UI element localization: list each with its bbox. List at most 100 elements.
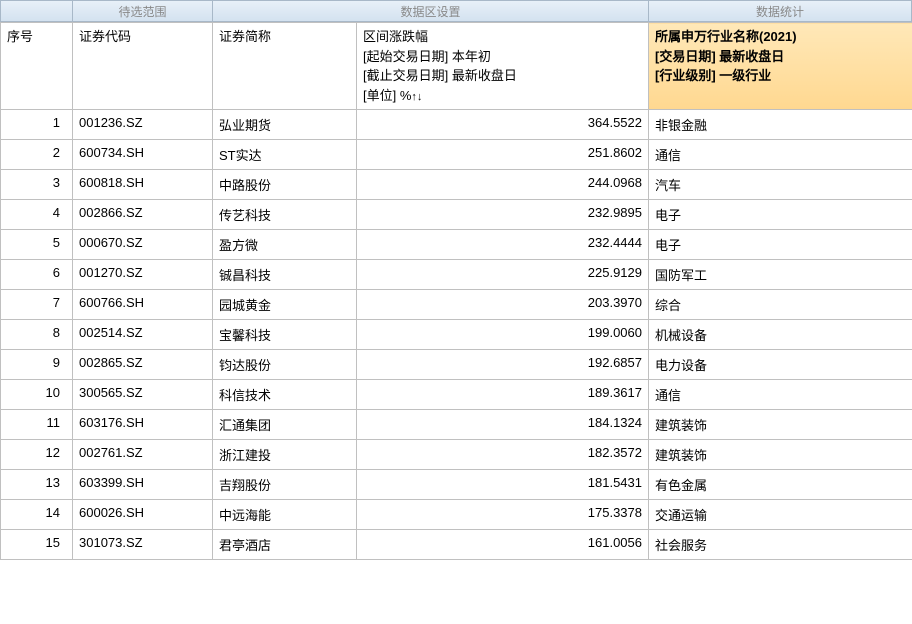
cell-code: 301073.SZ <box>73 530 213 560</box>
cell-industry: 机械设备 <box>649 320 912 350</box>
table-row[interactable]: 13603399.SH吉翔股份181.5431有色金属 <box>1 470 912 500</box>
cell-industry: 通信 <box>649 140 912 170</box>
cell-code: 603176.SH <box>73 410 213 440</box>
table-row[interactable]: 9002865.SZ钧达股份192.6857电力设备 <box>1 350 912 380</box>
table-row[interactable]: 11603176.SH汇通集团184.1324建筑装饰 <box>1 410 912 440</box>
cell-code: 002866.SZ <box>73 200 213 230</box>
header-code-label: 证券代码 <box>79 29 131 44</box>
cell-index: 8 <box>1 320 73 350</box>
cell-industry: 有色金属 <box>649 470 912 500</box>
cell-change: 364.5522 <box>357 110 649 140</box>
top-tab-label: 待选范围 <box>118 3 166 20</box>
cell-name: 中路股份 <box>213 170 357 200</box>
top-tab-label: 数据区设置 <box>400 3 460 20</box>
cell-index: 2 <box>1 140 73 170</box>
cell-change: 251.8602 <box>357 140 649 170</box>
cell-index: 3 <box>1 170 73 200</box>
header-index-label: 序号 <box>7 29 33 44</box>
table-row[interactable]: 15301073.SZ君亭酒店161.0056社会服务 <box>1 530 912 560</box>
cell-code: 603399.SH <box>73 470 213 500</box>
table-row[interactable]: 1001236.SZ弘业期货364.5522非银金融 <box>1 110 912 140</box>
cell-industry: 交通运输 <box>649 500 912 530</box>
cell-code: 000670.SZ <box>73 230 213 260</box>
cell-change: 181.5431 <box>357 470 649 500</box>
cell-code: 002865.SZ <box>73 350 213 380</box>
header-code[interactable]: 证券代码 <box>73 23 213 110</box>
header-industry-line2: [交易日期] 最新收盘日 <box>655 49 784 64</box>
cell-change: 175.3378 <box>357 500 649 530</box>
cell-code: 001270.SZ <box>73 260 213 290</box>
table-row[interactable]: 3600818.SH中路股份244.0968汽车 <box>1 170 912 200</box>
table-row[interactable]: 2600734.SHST实达251.8602通信 <box>1 140 912 170</box>
cell-index: 6 <box>1 260 73 290</box>
cell-name: ST实达 <box>213 140 357 170</box>
cell-change: 244.0968 <box>357 170 649 200</box>
table-row[interactable]: 8002514.SZ宝馨科技199.0060机械设备 <box>1 320 912 350</box>
header-industry-line1: 所属申万行业名称(2021) <box>655 29 797 44</box>
table-body: 1001236.SZ弘业期货364.5522非银金融2600734.SHST实达… <box>1 110 912 560</box>
cell-name: 浙江建投 <box>213 440 357 470</box>
cell-industry: 社会服务 <box>649 530 912 560</box>
sort-indicator-icon: ↑↓ <box>411 91 422 103</box>
table-row[interactable]: 12002761.SZ浙江建投182.3572建筑装饰 <box>1 440 912 470</box>
cell-code: 300565.SZ <box>73 380 213 410</box>
header-change-line4: [单位] % <box>363 88 411 103</box>
top-tab-data-stats[interactable]: 数据统计 <box>648 0 912 22</box>
cell-index: 7 <box>1 290 73 320</box>
top-tab-corner[interactable] <box>0 0 72 22</box>
cell-name: 园城黄金 <box>213 290 357 320</box>
cell-change: 199.0060 <box>357 320 649 350</box>
cell-name: 君亭酒店 <box>213 530 357 560</box>
table-row[interactable]: 4002866.SZ传艺科技232.9895电子 <box>1 200 912 230</box>
table-row[interactable]: 5000670.SZ盈方微232.4444电子 <box>1 230 912 260</box>
cell-industry: 国防军工 <box>649 260 912 290</box>
top-tab-data-settings[interactable]: 数据区设置 <box>212 0 648 22</box>
table-row[interactable]: 10300565.SZ科信技术189.3617通信 <box>1 380 912 410</box>
table-header-row: 序号 证券代码 证券简称 区间涨跌幅 [起始交易日期] 本年初 [截止交易日期]… <box>1 23 912 110</box>
header-name-label: 证券简称 <box>219 29 271 44</box>
cell-name: 汇通集团 <box>213 410 357 440</box>
cell-name: 盈方微 <box>213 230 357 260</box>
top-tab-selection-range[interactable]: 待选范围 <box>72 0 212 22</box>
table-row[interactable]: 6001270.SZ铖昌科技225.9129国防军工 <box>1 260 912 290</box>
cell-index: 5 <box>1 230 73 260</box>
cell-change: 225.9129 <box>357 260 649 290</box>
cell-change: 161.0056 <box>357 530 649 560</box>
cell-code: 001236.SZ <box>73 110 213 140</box>
cell-industry: 电子 <box>649 230 912 260</box>
cell-code: 600026.SH <box>73 500 213 530</box>
table-row[interactable]: 14600026.SH中远海能175.3378交通运输 <box>1 500 912 530</box>
cell-industry: 通信 <box>649 380 912 410</box>
cell-change: 189.3617 <box>357 380 649 410</box>
header-industry[interactable]: 所属申万行业名称(2021) [交易日期] 最新收盘日 [行业级别] 一级行业 <box>649 23 912 110</box>
cell-name: 宝馨科技 <box>213 320 357 350</box>
top-tab-bar: 待选范围 数据区设置 数据统计 <box>0 0 912 22</box>
cell-index: 9 <box>1 350 73 380</box>
cell-change: 182.3572 <box>357 440 649 470</box>
header-change-line3: [截止交易日期] 最新收盘日 <box>363 68 517 83</box>
cell-name: 弘业期货 <box>213 110 357 140</box>
header-name[interactable]: 证券简称 <box>213 23 357 110</box>
cell-change: 203.3970 <box>357 290 649 320</box>
header-change[interactable]: 区间涨跌幅 [起始交易日期] 本年初 [截止交易日期] 最新收盘日 [单位] %… <box>357 23 649 110</box>
cell-industry: 综合 <box>649 290 912 320</box>
cell-name: 钧达股份 <box>213 350 357 380</box>
cell-index: 10 <box>1 380 73 410</box>
table-row[interactable]: 7600766.SH园城黄金203.3970综合 <box>1 290 912 320</box>
securities-table: 序号 证券代码 证券简称 区间涨跌幅 [起始交易日期] 本年初 [截止交易日期]… <box>0 22 912 560</box>
cell-industry: 电子 <box>649 200 912 230</box>
cell-change: 232.9895 <box>357 200 649 230</box>
header-industry-line3: [行业级别] 一级行业 <box>655 68 771 83</box>
cell-change: 232.4444 <box>357 230 649 260</box>
cell-name: 中远海能 <box>213 500 357 530</box>
cell-code: 002514.SZ <box>73 320 213 350</box>
cell-industry: 建筑装饰 <box>649 440 912 470</box>
cell-industry: 建筑装饰 <box>649 410 912 440</box>
cell-code: 600766.SH <box>73 290 213 320</box>
cell-name: 科信技术 <box>213 380 357 410</box>
header-index[interactable]: 序号 <box>1 23 73 110</box>
data-table-container: 待选范围 数据区设置 数据统计 序号 证券代码 <box>0 0 912 560</box>
header-change-line1: 区间涨跌幅 <box>363 29 428 44</box>
cell-code: 600734.SH <box>73 140 213 170</box>
cell-name: 铖昌科技 <box>213 260 357 290</box>
